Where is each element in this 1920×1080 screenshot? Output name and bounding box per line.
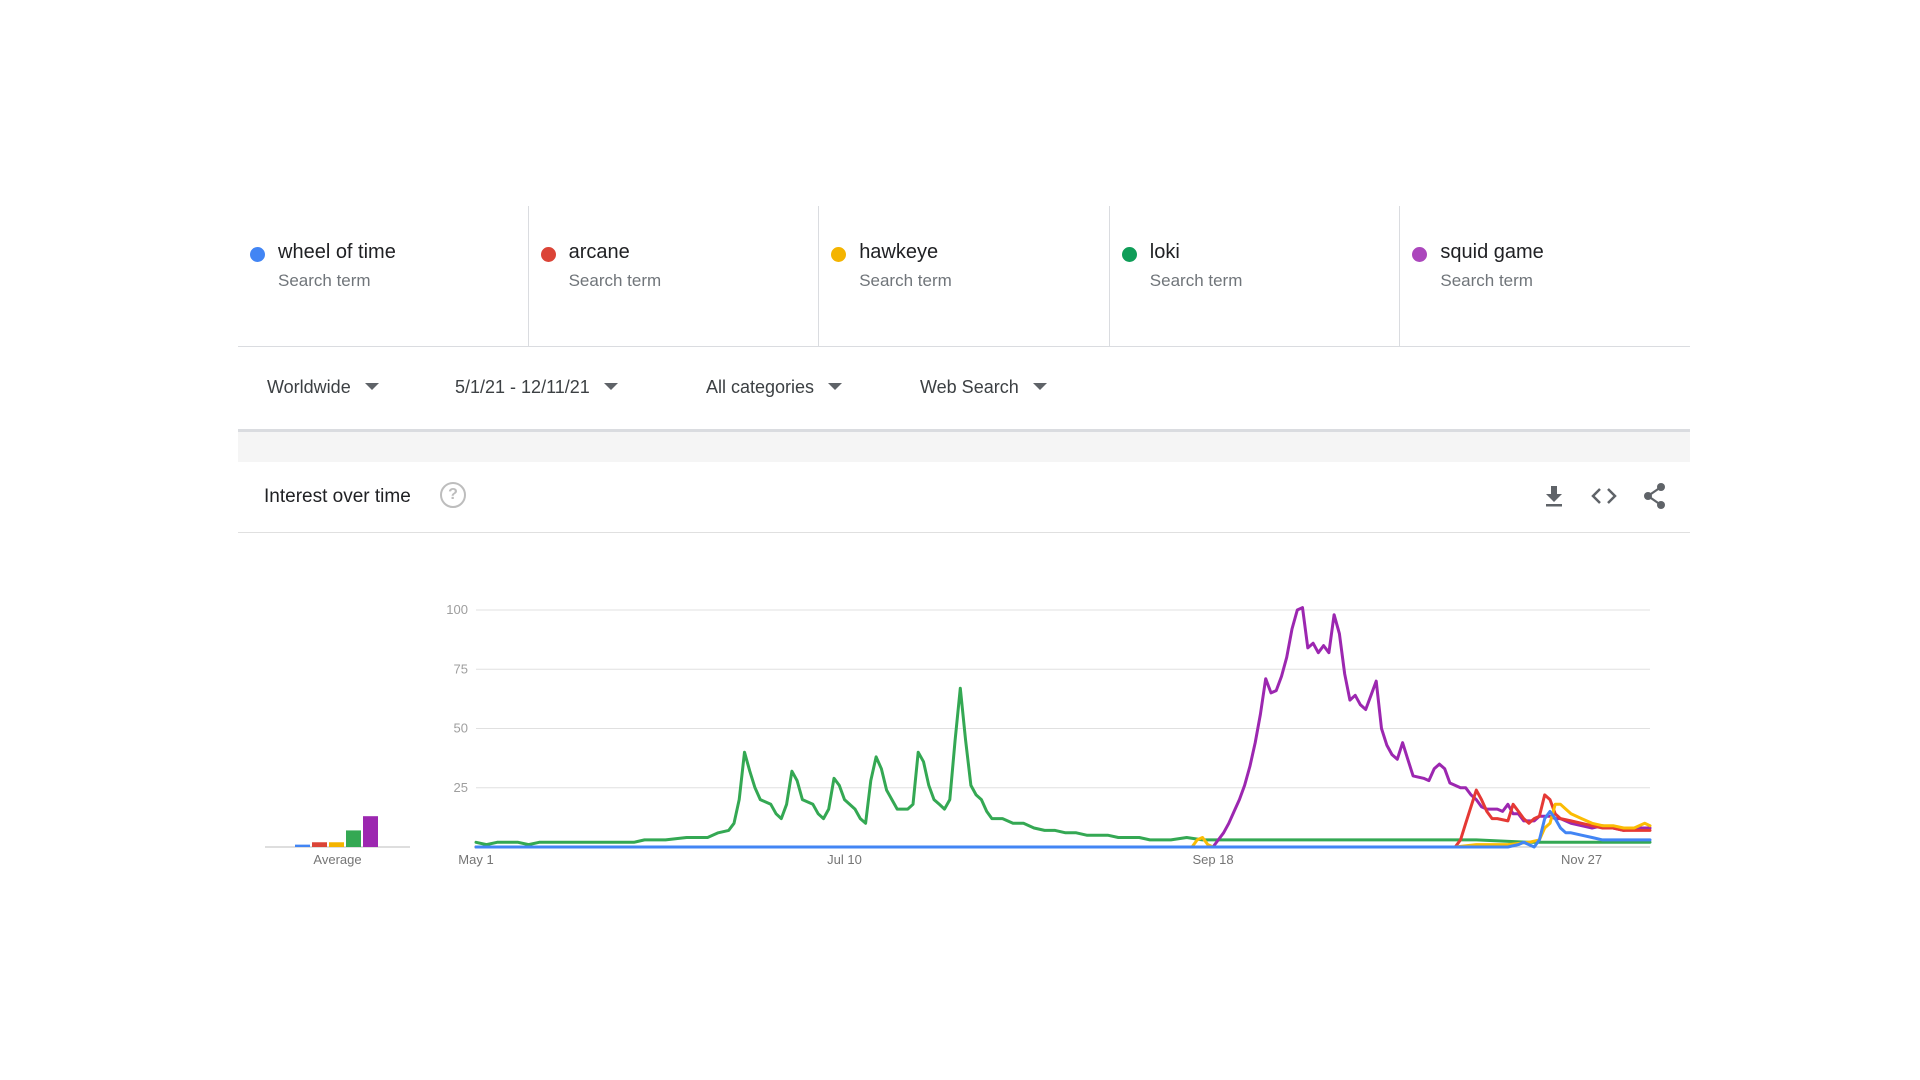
term-card-wheel-of-time[interactable]: wheel of time Search term <box>238 206 529 346</box>
search-terms-row: wheel of time Search term arcane Search … <box>238 206 1690 347</box>
y-tick-label: 75 <box>454 661 468 676</box>
term-type: Search term <box>568 271 662 290</box>
x-tick-label: Sep 18 <box>1192 852 1233 867</box>
term-color-dot <box>250 247 265 262</box>
x-tick-label: May 1 <box>458 852 493 867</box>
term-card-arcane[interactable]: arcane Search term <box>529 206 820 346</box>
interest-over-time-header: Interest over time ? <box>238 462 1690 533</box>
y-tick-label: 25 <box>454 780 468 795</box>
term-label: wheel of time <box>278 241 396 263</box>
average-label: Average <box>313 852 361 867</box>
date-range-value: 5/1/21 - 12/11/21 <box>455 377 590 397</box>
term-label: squid game <box>1440 241 1544 263</box>
average-bar-wheel-of-time <box>295 844 310 847</box>
series-line-arcane <box>474 788 1652 849</box>
y-tick-label: 100 <box>446 602 468 617</box>
term-color-dot <box>831 247 847 262</box>
category-value: All categories <box>706 377 815 397</box>
term-color-dot <box>540 247 556 262</box>
term-label: hawkeye <box>859 241 939 263</box>
explore-panel: wheel of time Search term arcane Search … <box>238 206 1690 533</box>
share-icon[interactable] <box>1639 480 1671 512</box>
embed-code-icon[interactable] <box>1588 480 1620 512</box>
term-label: arcane <box>568 241 630 263</box>
series-line-hawkeye <box>474 802 1652 849</box>
term-color-dot <box>1121 247 1137 262</box>
caret-down-icon <box>364 383 379 391</box>
search-type-dropdown[interactable]: Web Search <box>920 377 1047 398</box>
download-icon[interactable] <box>1538 480 1570 512</box>
term-card-hawkeye[interactable]: hawkeye Search term <box>819 206 1110 346</box>
caret-down-icon <box>828 383 843 391</box>
card-title: Interest over time <box>264 486 411 507</box>
y-tick-label: 50 <box>454 721 468 736</box>
x-tick-label: Jul 10 <box>827 852 862 867</box>
region-value: Worldwide <box>267 377 351 397</box>
average-bar-hawkeye <box>329 842 344 847</box>
caret-down-icon <box>1032 383 1047 391</box>
region-dropdown[interactable]: Worldwide <box>267 377 379 398</box>
average-bar-squid-game <box>363 816 378 847</box>
term-type: Search term <box>278 271 371 290</box>
date-range-dropdown[interactable]: 5/1/21 - 12/11/21 <box>455 377 618 398</box>
average-bar-loki <box>346 830 361 847</box>
interest-over-time-chart: 100 75 50 25 May 1 Jul 10 Sep 18 Nov 27 Average <box>238 580 1690 880</box>
help-icon[interactable]: ? <box>440 482 466 508</box>
line-chart: 100 75 50 25 May 1 Jul 10 Sep 18 Nov 27 Average <box>265 602 1652 867</box>
filter-bar: Worldwide 5/1/21 - 12/11/21 All categori… <box>238 347 1690 432</box>
series-line-wheel-of-time <box>474 809 1652 849</box>
term-card-squid-game[interactable]: squid game Search term <box>1400 206 1690 346</box>
category-dropdown[interactable]: All categories <box>706 377 843 398</box>
section-divider <box>238 432 1690 462</box>
average-bar-arcane <box>312 842 327 847</box>
term-card-loki[interactable]: loki Search term <box>1110 206 1401 346</box>
term-color-dot <box>1412 247 1428 262</box>
term-type: Search term <box>1149 271 1243 290</box>
term-type: Search term <box>859 271 952 290</box>
term-type: Search term <box>1440 271 1533 290</box>
term-label: loki <box>1149 241 1180 263</box>
caret-down-icon <box>603 383 618 391</box>
search-type-value: Web Search <box>920 377 1019 397</box>
series-line-loki <box>474 686 1652 847</box>
x-tick-label: Nov 27 <box>1561 852 1602 867</box>
series-line-squid-game <box>474 606 1652 849</box>
